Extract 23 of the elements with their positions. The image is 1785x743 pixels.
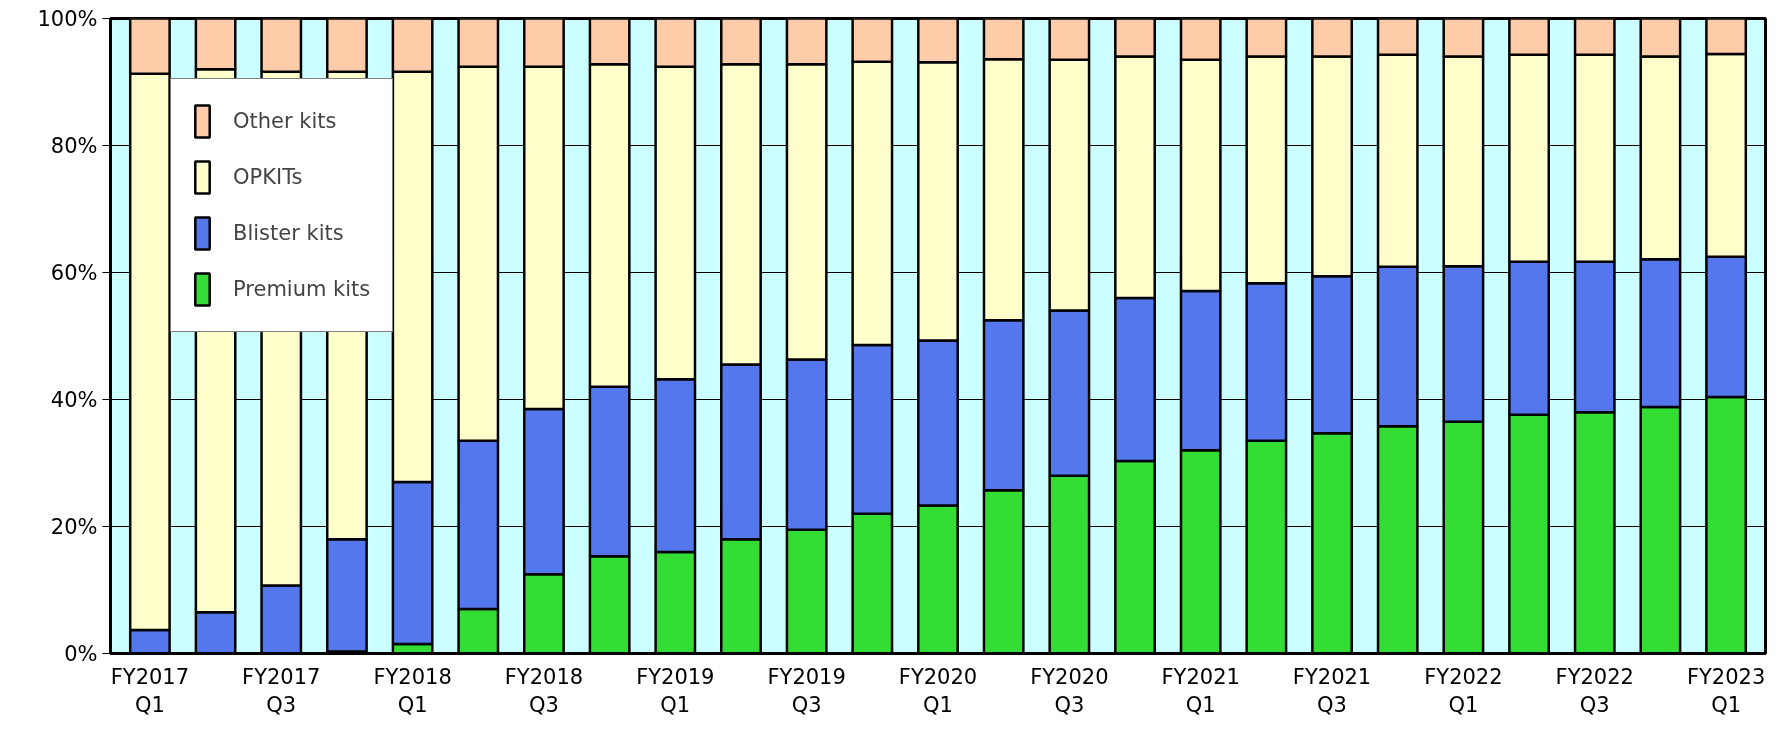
x-tick-label: FY2021 Q1 [1161,664,1240,718]
x-tick-label: FY2017 Q1 [110,664,190,718]
x-tick-label: FY2018 Q1 [373,664,452,718]
x-tick-label: FY2022 Q3 [1555,664,1634,718]
y-tick-label: 60% [50,260,98,285]
legend-label: Premium kits [233,277,371,301]
x-tick-label: FY2018 Q3 [504,664,584,718]
x-tick-label: FY2019 Q1 [636,664,715,718]
y-tick-label: 100% [37,6,98,31]
x-tick-label: FY2020 Q3 [1030,664,1109,718]
y-tick-label: 80% [50,133,98,158]
y-tick-label: 40% [50,387,98,412]
x-tick-label: FY2020 Q1 [898,664,978,718]
y-tick-label: 20% [50,514,98,539]
x-tick-label: FY2017 Q3 [242,664,321,718]
x-tick-label: FY2021 Q3 [1292,664,1372,718]
legend-label: Blister kits [233,221,344,245]
x-tick-label: FY2022 Q1 [1424,664,1503,718]
legend-label: Other kits [233,109,337,133]
x-tick-label: FY2019 Q3 [767,664,846,718]
x-tick-label: FY2023 Q1 [1686,664,1766,718]
y-tick-label: 0% [64,641,98,666]
legend-label: OPKITs [233,165,303,189]
